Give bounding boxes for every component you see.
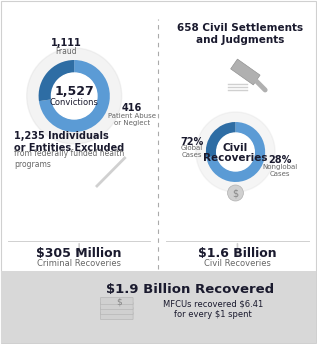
Text: Civil Recoveries: Civil Recoveries: [204, 259, 271, 269]
Circle shape: [27, 48, 122, 144]
Text: Nonglobal
Cases: Nonglobal Cases: [262, 163, 298, 176]
Wedge shape: [206, 122, 236, 158]
FancyBboxPatch shape: [100, 312, 133, 320]
Text: Fraud: Fraud: [55, 46, 77, 55]
FancyBboxPatch shape: [1, 1, 316, 343]
Text: MFCUs recovered $6.41
for every $1 spent: MFCUs recovered $6.41 for every $1 spent: [163, 299, 263, 319]
Text: $1.9 Billion Recovered: $1.9 Billion Recovered: [106, 283, 274, 297]
Text: Recoveries: Recoveries: [203, 153, 268, 163]
Text: 28%: 28%: [268, 155, 292, 165]
FancyBboxPatch shape: [100, 302, 133, 310]
Text: Global
Cases: Global Cases: [181, 144, 203, 158]
Text: from federally funded health
programs: from federally funded health programs: [14, 149, 124, 169]
Circle shape: [52, 73, 97, 119]
Text: Patient Abuse
or Neglect: Patient Abuse or Neglect: [108, 112, 156, 126]
Text: 416: 416: [122, 103, 142, 113]
Text: 658 Civil Settlements
and Judgments: 658 Civil Settlements and Judgments: [177, 23, 303, 45]
FancyBboxPatch shape: [100, 298, 133, 304]
Polygon shape: [231, 59, 260, 85]
Text: $: $: [232, 188, 238, 198]
Text: 1,235 Individuals
or Entities Excluded: 1,235 Individuals or Entities Excluded: [14, 131, 124, 153]
Text: 1,111: 1,111: [51, 38, 82, 48]
FancyBboxPatch shape: [100, 308, 133, 314]
Circle shape: [196, 112, 275, 192]
Wedge shape: [206, 122, 265, 182]
Text: Convictions: Convictions: [50, 97, 99, 107]
Text: 1,527: 1,527: [54, 85, 94, 97]
Text: 72%: 72%: [180, 137, 204, 147]
Text: Criminal Recoveries: Criminal Recoveries: [37, 259, 121, 269]
Circle shape: [228, 185, 244, 201]
Wedge shape: [39, 60, 74, 101]
Text: Civil: Civil: [223, 143, 248, 153]
Text: $: $: [116, 298, 122, 307]
Circle shape: [217, 133, 254, 171]
Text: $305 Million: $305 Million: [36, 247, 122, 259]
Text: $1.6 Billion: $1.6 Billion: [198, 247, 277, 259]
Wedge shape: [39, 60, 110, 132]
FancyBboxPatch shape: [1, 271, 316, 343]
